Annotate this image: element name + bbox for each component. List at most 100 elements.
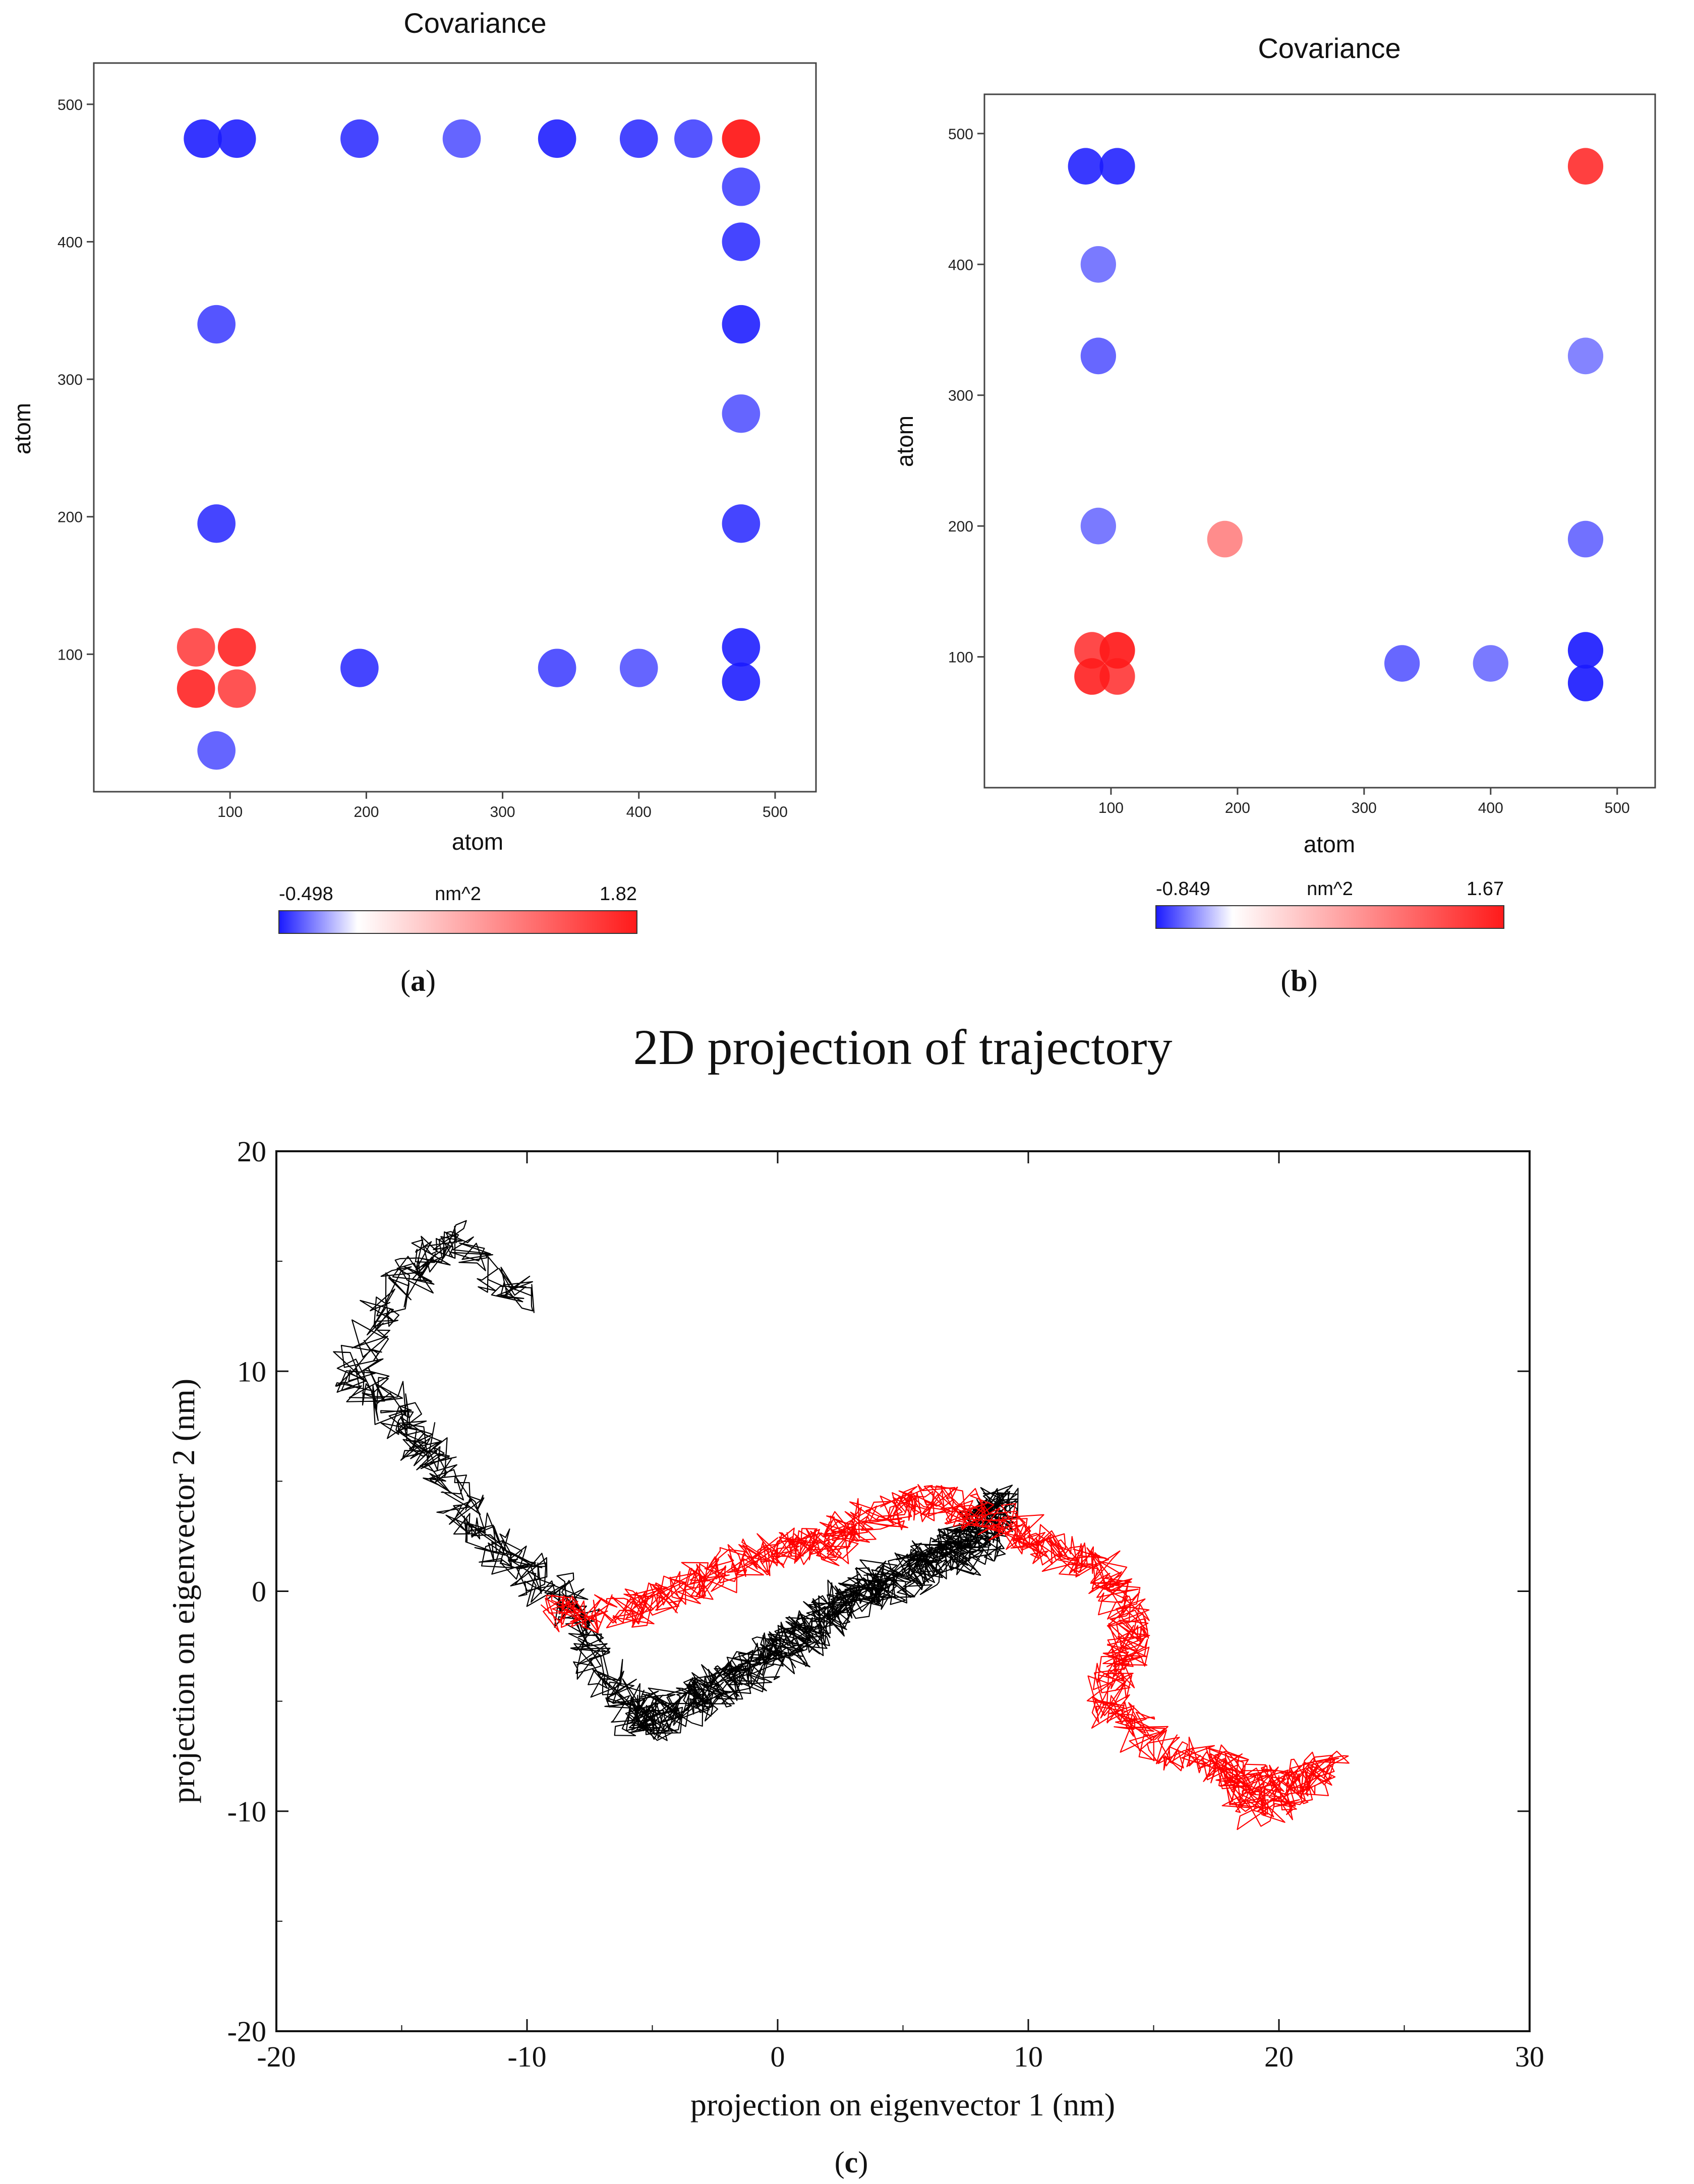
panel-a-ylabel: atom [9, 403, 35, 454]
heatmap-cell [722, 504, 761, 543]
heatmap-cell [1567, 632, 1604, 669]
panel-b-ylabel: atom [892, 416, 918, 467]
heatmap-cell [538, 119, 576, 158]
heatmap-cell [197, 305, 236, 344]
heatmap-cell [1080, 507, 1116, 545]
series-black-trajectory [333, 1220, 1019, 1741]
heatmap-cell [217, 119, 256, 158]
series-red-trajectory [540, 1484, 1350, 1831]
panel-b: Covariance 100 100 200 200 300 300 400 400 500 50… [892, 32, 1656, 997]
heatmap-cell [340, 648, 379, 687]
heatmap-cell [1099, 658, 1135, 695]
heatmap-cell [184, 119, 222, 158]
y-tick-label: 200 [948, 518, 973, 535]
heatmap-cell [217, 669, 256, 708]
heatmap-cell [722, 394, 761, 433]
panel-a-xlabel: atom [452, 829, 503, 855]
y-tick-label: 300 [948, 388, 973, 404]
x-tick-label: 200 [1225, 800, 1250, 816]
panel-c-ylabel: projection on eigenvector 2 (nm) [165, 1379, 201, 1803]
panel-b-heatmap [1068, 148, 1604, 701]
panel-a-colorbar-unit: nm^2 [435, 883, 481, 905]
heatmap-cell [197, 731, 236, 770]
x-tick-label: 10 [1014, 2040, 1043, 2073]
x-tick-label: 30 [1515, 2040, 1544, 2073]
x-tick-label: -20 [257, 2040, 296, 2073]
heatmap-cell [1074, 658, 1110, 695]
heatmap-cell [1567, 337, 1604, 375]
heatmap-cell [340, 119, 379, 158]
panel-c-label: (c) [835, 2146, 868, 2179]
heatmap-cell [1080, 337, 1116, 375]
heatmap-cell [1099, 632, 1135, 669]
heatmap-cell [177, 669, 215, 708]
panel-a: Covariance 100 100 200 200 300 300 400 400 500 50… [9, 7, 817, 997]
x-tick-label: 300 [490, 804, 515, 820]
panel-c-label-letter: c [845, 2146, 858, 2179]
panel-b-colorbar-unit: nm^2 [1307, 878, 1353, 900]
panel-a-colorbar-min: -0.498 [279, 883, 333, 905]
x-tick-label: 100 [1098, 800, 1124, 816]
heatmap-cell [1080, 246, 1116, 283]
x-tick-label: 400 [626, 804, 652, 820]
x-tick-label: 500 [763, 804, 788, 820]
panel-a-colorbar [278, 910, 637, 934]
y-tick-label: 500 [57, 97, 83, 113]
panel-c-xlabel: projection on eigenvector 1 (nm) [690, 2087, 1115, 2122]
y-tick-label: 0 [252, 1575, 266, 1608]
panel-b-colorbar-max: 1.67 [1467, 878, 1504, 900]
heatmap-cell [1567, 665, 1604, 701]
x-tick-label: 500 [1605, 800, 1630, 816]
y-tick-label: -20 [227, 2015, 266, 2048]
heatmap-cell [442, 119, 481, 158]
heatmap-cell [1207, 520, 1243, 558]
y-tick-label: 400 [948, 257, 973, 273]
y-tick-label: 200 [57, 509, 83, 526]
heatmap-cell [177, 628, 215, 667]
panel-b-ticks: 100 100 200 200 300 300 400 400 500 500 [948, 126, 1630, 816]
x-tick-label: 20 [1264, 2040, 1294, 2073]
panel-b-label-letter: b [1291, 964, 1307, 997]
heatmap-cell [1567, 520, 1604, 558]
y-tick-label: 400 [57, 234, 83, 251]
heatmap-cell [722, 305, 761, 344]
panel-a-ticks: 100 100 200 200 300 300 400 400 500 500 [57, 97, 788, 820]
y-tick-label: 100 [57, 646, 83, 663]
heatmap-cell [538, 648, 576, 687]
panel-b-label: (b) [1280, 964, 1317, 997]
heatmap-cell [1384, 645, 1420, 682]
heatmap-cell [619, 648, 658, 687]
panel-b-title: Covariance [1258, 32, 1400, 64]
heatmap-cell [722, 662, 761, 701]
heatmap-cell [1473, 645, 1508, 682]
panel-c-ticks: -20 -10 0 10 20 30 -20 -10 0 10 20 [227, 1135, 1544, 2073]
heatmap-cell [1099, 148, 1135, 185]
heatmap-cell [1567, 148, 1604, 185]
panel-a-label: (a) [400, 964, 436, 997]
heatmap-cell [674, 119, 713, 158]
y-tick-label: 100 [948, 650, 973, 666]
heatmap-cell [722, 119, 761, 158]
heatmap-cell [1068, 148, 1103, 185]
x-tick-label: 200 [354, 804, 379, 820]
y-tick-label: 10 [237, 1355, 266, 1388]
panel-b-plot-frame [983, 93, 1656, 789]
panel-b-colorbar [1155, 905, 1504, 929]
panel-a-label-letter: a [411, 964, 426, 997]
heatmap-cell [217, 628, 256, 667]
heatmap-cell [619, 119, 658, 158]
y-tick-label: -10 [227, 1795, 266, 1828]
panel-c: 2D projection of trajectory -20 -10 0 10 20 3… [165, 1019, 1544, 2179]
heatmap-cell [1074, 632, 1110, 669]
heatmap-cell [722, 628, 761, 667]
panel-b-xlabel: atom [1304, 831, 1355, 857]
panel-a-colorbar-max: 1.82 [600, 883, 637, 905]
y-tick-label: 20 [237, 1135, 266, 1168]
panel-c-title: 2D projection of trajectory [633, 1019, 1172, 1075]
y-tick-label: 300 [57, 372, 83, 388]
heatmap-cell [197, 504, 236, 543]
x-tick-label: 100 [217, 804, 243, 820]
x-tick-label: 400 [1478, 800, 1503, 816]
x-tick-label: -10 [507, 2040, 546, 2073]
